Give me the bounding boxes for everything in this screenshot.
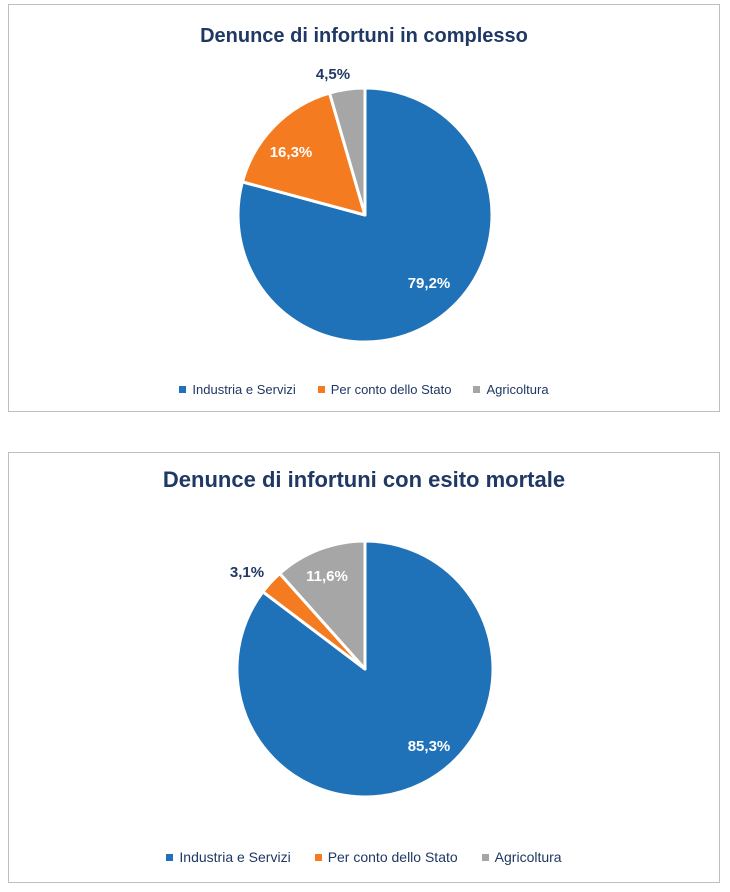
- pie-chart: 85,3% 3,1% 11,6%: [230, 539, 495, 799]
- legend-label: Industria e Servizi: [192, 382, 296, 397]
- data-label: 79,2%: [408, 275, 451, 292]
- legend-swatch: [166, 853, 174, 861]
- chart-title: Denunce di infortuni con esito mortale: [162, 467, 566, 492]
- pie-slice-agricoltura: [328, 86, 367, 217]
- legend-item-stato: Per conto dello Stato: [314, 849, 458, 865]
- chart-legend: Industria e Servizi Per conto dello Stat…: [9, 382, 719, 397]
- legend-item-industria: Industria e Servizi: [179, 382, 296, 397]
- legend-swatch: [314, 853, 322, 861]
- pie-slice-agricoltura: [278, 539, 367, 671]
- legend-label: Per conto dello Stato: [327, 849, 458, 865]
- legend-label: Per conto dello Stato: [330, 382, 452, 397]
- legend-swatch: [179, 386, 187, 393]
- data-label: 3,1%: [230, 564, 264, 581]
- data-label: 4,5%: [316, 66, 350, 83]
- chart-legend: Industria e Servizi Per conto dello Stat…: [9, 849, 719, 865]
- chart-panel-complessivo: Denunce di infortuni in complesso 79,2% 1…: [8, 4, 720, 412]
- legend-item-industria: Industria e Servizi: [166, 849, 291, 865]
- legend-label: Agricoltura: [486, 382, 549, 397]
- legend-swatch: [317, 386, 325, 393]
- legend-item-agricoltura: Agricoltura: [473, 382, 549, 397]
- data-label: 11,6%: [306, 568, 348, 585]
- legend-label: Industria e Servizi: [179, 849, 291, 865]
- pie-chart: 79,2% 16,3% 4,5%: [236, 66, 494, 344]
- chart-title: Denunce di infortuni in complesso: [200, 25, 528, 47]
- legend-item-stato: Per conto dello Stato: [317, 382, 452, 397]
- legend-swatch: [481, 853, 489, 861]
- data-label: 16,3%: [270, 144, 313, 161]
- legend-label: Agricoltura: [494, 849, 562, 865]
- data-label: 85,3%: [408, 738, 451, 755]
- chart-panel-mortale: Denunce di infortuni con esito mortale 8…: [8, 452, 720, 883]
- legend-swatch: [473, 386, 481, 393]
- pie-slice-per-conto-dello-stato: [240, 91, 367, 217]
- legend-item-agricoltura: Agricoltura: [481, 849, 562, 865]
